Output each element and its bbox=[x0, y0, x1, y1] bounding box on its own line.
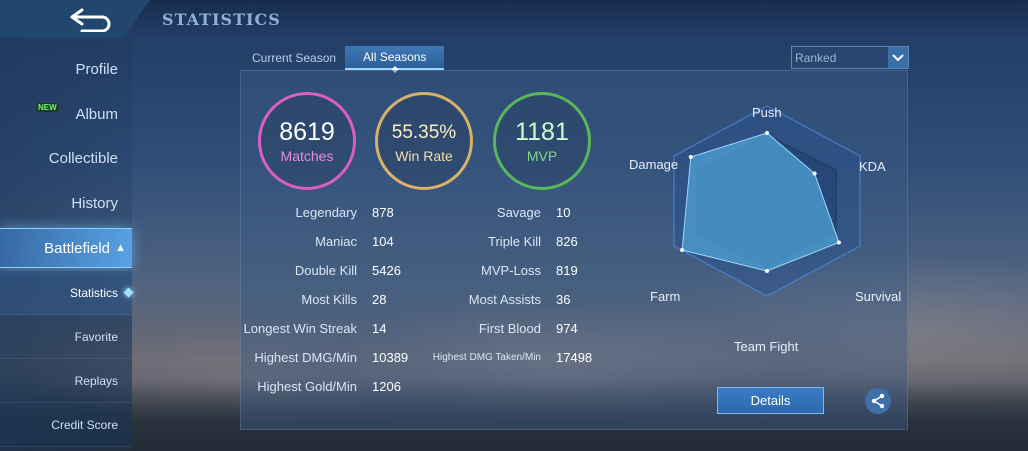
stat-label-longest-win-streak: Longest Win Streak bbox=[243, 321, 357, 336]
sidebar-item-label: Collectible bbox=[48, 149, 118, 167]
stat-value-longest-win-streak: 14 bbox=[372, 321, 387, 336]
subitem-replays[interactable]: Replays bbox=[0, 359, 132, 403]
page-title: STATISTICS bbox=[162, 10, 281, 29]
stat-value-triple-kill: 826 bbox=[556, 234, 578, 249]
top-bar: STATISTICS bbox=[0, 0, 1028, 38]
matches-circle: 8619 Matches bbox=[258, 92, 356, 190]
sidebar-item-label: Album bbox=[75, 105, 118, 123]
stat-value-legendary: 878 bbox=[372, 205, 394, 220]
chevron-up-icon: ▲ bbox=[115, 242, 126, 254]
radar-points bbox=[680, 131, 841, 273]
subitem-label: Statistics bbox=[69, 285, 118, 300]
matches-label: Matches bbox=[280, 147, 334, 164]
stat-value-most-kills: 28 bbox=[372, 292, 387, 307]
stat-value-highest-dmg-min: 10389 bbox=[372, 350, 409, 365]
matches-value: 8619 bbox=[279, 117, 335, 146]
radar-label-damage: Damage bbox=[629, 157, 679, 172]
radar-point-team-fight bbox=[765, 269, 769, 273]
sidebar-item-history[interactable]: History bbox=[0, 183, 132, 223]
stat-value-mvp-loss: 819 bbox=[556, 263, 578, 278]
stat-label-highest-gold-min: Highest Gold/Min bbox=[257, 379, 357, 394]
back-button[interactable] bbox=[0, 0, 150, 38]
stat-label-triple-kill: Triple Kill bbox=[488, 234, 541, 249]
sidebar-item-album[interactable]: NEW Album bbox=[0, 94, 132, 134]
sidebar-item-battlefield[interactable]: Battlefield ▲ bbox=[0, 228, 132, 268]
season-tabs: Current Season All Seasons bbox=[243, 46, 445, 70]
chevron-down-icon[interactable] bbox=[888, 47, 908, 68]
stat-label-most-assists: Most Assists bbox=[468, 292, 541, 307]
radar-label-kda: KDA bbox=[859, 159, 886, 174]
stat-value-most-assists: 36 bbox=[556, 292, 571, 307]
radar-point-farm bbox=[680, 248, 685, 252]
radar-label-farm: Farm bbox=[650, 289, 681, 304]
stat-value-savage: 10 bbox=[556, 205, 571, 220]
stat-label-mvp-loss: MVP-Loss bbox=[481, 263, 541, 278]
radar-point-push bbox=[765, 131, 769, 135]
sidebar-item-profile[interactable]: Profile bbox=[0, 49, 132, 89]
radar-label-team-fight: Team Fight bbox=[734, 339, 799, 354]
back-arrow-icon bbox=[70, 8, 111, 32]
background-hills bbox=[0, 381, 1028, 451]
stat-label-highest-dmg-taken-min: Highest DMG Taken/Min bbox=[432, 352, 541, 363]
stat-value-maniac: 104 bbox=[372, 234, 394, 249]
win-rate-value: 55.35% bbox=[391, 121, 457, 143]
radar-label-survival: Survival bbox=[855, 289, 902, 304]
details-button[interactable]: Details bbox=[717, 387, 824, 414]
win-rate-circle: 55.35% Win Rate bbox=[375, 92, 473, 190]
radar-point-kda bbox=[812, 171, 817, 176]
sidebar-item-label: History bbox=[71, 194, 118, 212]
stat-label-most-kills: Most Kills bbox=[301, 292, 357, 307]
radar-label-push: Push bbox=[752, 105, 782, 120]
share-button[interactable] bbox=[865, 388, 891, 414]
subitem-label: Favorite bbox=[74, 329, 118, 344]
sidebar-item-label: Battlefield bbox=[44, 239, 110, 257]
sidebar: Profile NEW Album Collectible History Ba… bbox=[0, 38, 134, 451]
stat-label-highest-dmg-min: Highest DMG/Min bbox=[254, 350, 357, 365]
stat-value-double-kill: 5426 bbox=[372, 263, 401, 278]
subitem-label: Credit Score bbox=[51, 417, 118, 432]
stat-value-first-blood: 974 bbox=[556, 321, 578, 336]
subitem-credit-score[interactable]: Credit Score bbox=[0, 403, 132, 447]
radar-chart: Push KDA Survival Team Fight Farm Damage bbox=[626, 96, 909, 366]
radar-svg bbox=[673, 105, 861, 297]
mode-select-value: Ranked bbox=[795, 50, 837, 65]
sidebar-item-collectible[interactable]: Collectible bbox=[0, 138, 132, 178]
stat-label-legendary: Legendary bbox=[295, 205, 357, 220]
stat-label-savage: Savage bbox=[496, 205, 541, 220]
stat-label-first-blood: First Blood bbox=[478, 321, 541, 336]
sidebar-item-label: Profile bbox=[75, 60, 118, 78]
radar-point-survival bbox=[836, 240, 841, 245]
stat-label-double-kill: Double Kill bbox=[294, 263, 357, 278]
stat-value-highest-gold-min: 1206 bbox=[372, 379, 401, 394]
mvp-circle: 1181 MVP bbox=[493, 92, 591, 190]
win-rate-label: Win Rate bbox=[395, 147, 453, 164]
share-icon bbox=[871, 393, 885, 409]
stat-value-highest-dmg-taken-min: 17498 bbox=[556, 350, 593, 365]
subitem-label: Replays bbox=[74, 373, 118, 388]
mvp-value: 1181 bbox=[515, 117, 569, 146]
stats-panel: 8619 Matches 55.35% Win Rate 1181 MVP Le… bbox=[240, 70, 908, 430]
tab-current-season[interactable]: Current Season bbox=[252, 51, 337, 65]
subitem-statistics[interactable]: Statistics bbox=[0, 271, 134, 315]
stat-label-maniac: Maniac bbox=[315, 234, 357, 249]
mvp-label: MVP bbox=[526, 147, 558, 164]
new-badge: NEW bbox=[36, 103, 59, 112]
radar-point-damage bbox=[688, 155, 693, 159]
subitem-favorite[interactable]: Favorite bbox=[0, 315, 132, 359]
tab-all-seasons[interactable]: All Seasons bbox=[345, 46, 445, 70]
mode-select[interactable]: Ranked bbox=[791, 46, 909, 69]
active-indicator-icon bbox=[123, 287, 134, 298]
